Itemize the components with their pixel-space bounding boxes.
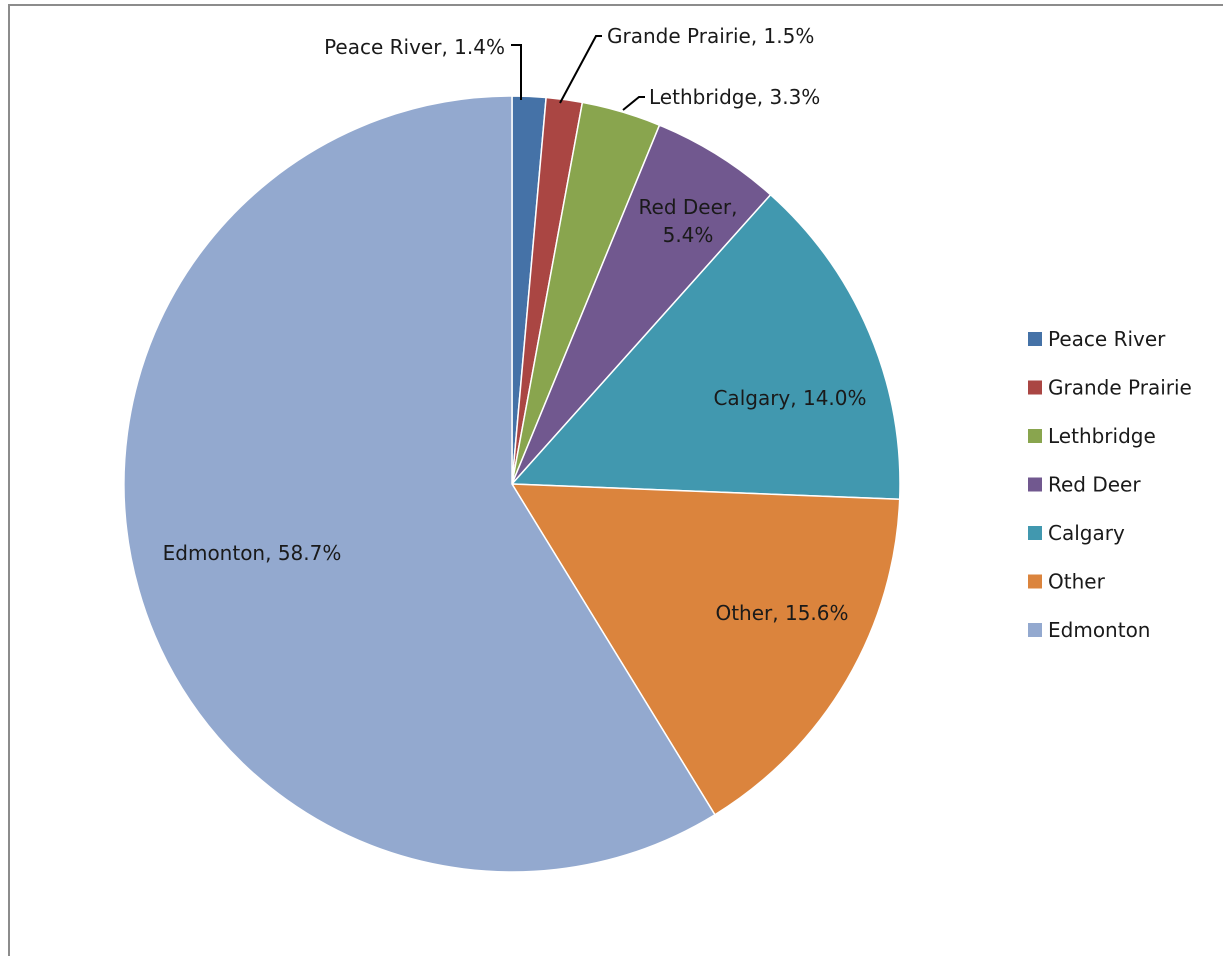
legend-swatch-other <box>1028 574 1042 589</box>
pie-slice-red-deer <box>511 124 772 485</box>
data-label-other: Other, 15.6% <box>715 601 848 625</box>
legend-swatch-red-deer <box>1028 477 1042 492</box>
pie-slice-other <box>510 483 901 816</box>
leader-line-lethbridge <box>622 96 645 111</box>
legend-swatch-calgary <box>1028 526 1042 540</box>
pie-slice-edmonton <box>123 95 716 873</box>
data-label-peace-river: Peace River, 1.4% <box>324 35 505 59</box>
legend-label-other: Other <box>1048 570 1106 594</box>
leader-line-peace-river <box>511 44 522 100</box>
leader-line-grande-prairie <box>559 35 602 104</box>
legend-swatch-peace-river <box>1028 332 1042 346</box>
legend-label-calgary: Calgary <box>1048 521 1125 545</box>
legend: Peace River Grande Prairie Lethbridge Red D… <box>1028 327 1192 642</box>
data-label-red-deer: Red Deer, 5.4% <box>639 195 738 247</box>
legend-label-grande-prairie: Grande Prairie <box>1048 376 1192 400</box>
legend-label-peace-river: Peace River <box>1048 327 1166 351</box>
legend-swatch-grande-prairie <box>1028 380 1042 395</box>
legend-swatch-edmonton <box>1028 623 1042 637</box>
legend-label-edmonton: Edmonton <box>1048 618 1150 642</box>
pie-slice-calgary <box>510 193 901 501</box>
data-label-lethbridge: Lethbridge, 3.3% <box>649 85 820 109</box>
data-label-grande-prairie: Grande Prairie, 1.5% <box>607 24 814 48</box>
data-label-calgary: Calgary, 14.0% <box>713 386 866 410</box>
legend-label-lethbridge: Lethbridge <box>1048 424 1156 448</box>
legend-label-red-deer: Red Deer <box>1048 473 1141 497</box>
data-label-edmonton: Edmonton, 58.7% <box>163 541 342 565</box>
legend-swatch-lethbridge <box>1028 429 1042 443</box>
